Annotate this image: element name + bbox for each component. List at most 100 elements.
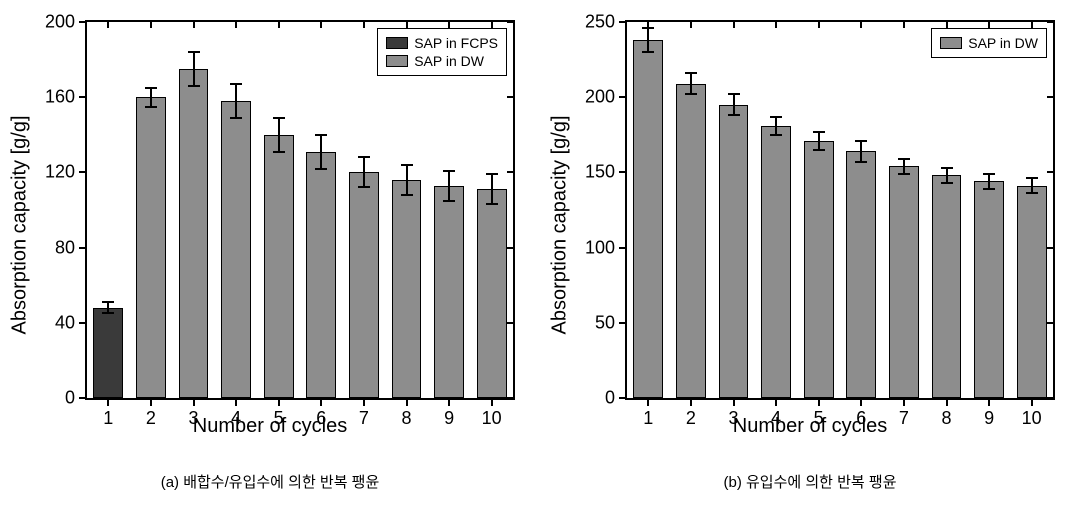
panel-b-y-tick — [619, 397, 627, 399]
panel-b-errorcap — [728, 114, 740, 116]
panel-a-y-tick — [507, 96, 515, 98]
panel-b-errorcap — [685, 93, 697, 95]
panel-a-errorcap — [273, 117, 285, 119]
panel-a-errorbar — [320, 135, 322, 169]
panel-b-y-label: Absorption capacity [g/g] — [549, 115, 572, 334]
panel-a-x-tick — [107, 398, 109, 406]
panel-a-y-tick — [507, 397, 515, 399]
panel-a-x-tick — [448, 20, 450, 28]
panel-a-x-tick — [193, 398, 195, 406]
panel-a-x-tick — [363, 398, 365, 406]
panel-a-bar — [136, 97, 166, 398]
panel-a-errorcap — [102, 301, 114, 303]
panel-b-legend: SAP in DW — [931, 28, 1047, 58]
panel-b-errorcap — [642, 51, 654, 53]
panel-b-bar — [846, 151, 876, 398]
panel-b-x-tick-label: 7 — [899, 408, 909, 429]
panel-a-errorbar — [448, 171, 450, 201]
panel-b-y-tick — [1047, 247, 1055, 249]
panel-b-bar — [676, 84, 706, 398]
panel-a-errorcap — [486, 173, 498, 175]
panel-b-errorcap — [983, 173, 995, 175]
panel-b-legend-label: SAP in DW — [968, 35, 1038, 51]
panel-b-x-tick — [860, 398, 862, 406]
panel-b-x-tick-label: 10 — [1022, 408, 1042, 429]
panel-b-errorcap — [855, 161, 867, 163]
panel-b-errorcap — [1026, 192, 1038, 194]
panel-b-errorbar — [860, 141, 862, 162]
panel-b-x-tick — [733, 20, 735, 28]
panel-a-legend-swatch — [386, 37, 408, 49]
panel-b-x-tick-label: 9 — [984, 408, 994, 429]
panel-b-x-tick-label: 8 — [941, 408, 951, 429]
panel-a-x-tick — [320, 20, 322, 28]
panel-a-x-tick — [107, 20, 109, 28]
panel-a-y-tick — [507, 247, 515, 249]
captions-row: (a) 배합수/유입수에 의한 반복 팽윤 (b) 유입수에 의한 반복 팽윤 — [0, 450, 1081, 512]
panel-b-x-tick — [647, 398, 649, 406]
panel-b-errorcap — [728, 93, 740, 95]
panel-a-y-tick — [507, 322, 515, 324]
panel-a-errorcap — [230, 117, 242, 119]
panel-a-x-tick — [448, 398, 450, 406]
panel-a-errorcap — [401, 164, 413, 166]
panel-a-bar — [306, 152, 336, 398]
panel-b-bar — [633, 40, 663, 398]
panel-b-y-tick-label: 200 — [585, 87, 615, 108]
panel-a-legend-label: SAP in FCPS — [414, 35, 498, 51]
panel-b-x-tick — [690, 398, 692, 406]
panel-b-errorcap — [941, 182, 953, 184]
panel-b-errorcap — [898, 158, 910, 160]
panel-b-x-tick — [988, 20, 990, 28]
panel-b-y-tick-label: 150 — [585, 162, 615, 183]
panel-a-y-tick — [79, 96, 87, 98]
panel-b-caption: (b) 유입수에 의한 반복 팽윤 — [540, 471, 1080, 492]
panel-b-y-tick — [619, 322, 627, 324]
panel-a-x-tick-label: 7 — [359, 408, 369, 429]
panel-a-errorcap — [443, 200, 455, 202]
panel-a-y-tick-label: 160 — [45, 87, 75, 108]
panel-b-x-label: Number of cycles — [733, 415, 888, 438]
panel-b-errorbar — [775, 117, 777, 135]
panel-a: Absorption capacity [g/g] SAP in FCPSSAP… — [0, 0, 540, 450]
panel-a-x-tick — [320, 398, 322, 406]
panel-a-bar — [179, 69, 209, 398]
panel-a-errorcap — [315, 134, 327, 136]
panel-a-x-tick-label: 2 — [146, 408, 156, 429]
panel-b-bar — [761, 126, 791, 398]
panel-a-bar — [221, 101, 251, 398]
panel-a-y-tick-label: 200 — [45, 12, 75, 33]
panel-a-errorcap — [315, 168, 327, 170]
panel-a-errorcap — [145, 87, 157, 89]
panel-b-legend-swatch — [940, 37, 962, 49]
panel-b: Absorption capacity [g/g] SAP in DW 0501… — [540, 0, 1080, 450]
panel-b-errorbar — [818, 132, 820, 150]
panel-a-bar — [392, 180, 422, 398]
panel-b-x-tick — [775, 398, 777, 406]
panel-a-errorbar — [406, 165, 408, 195]
panel-a-y-tick-label: 120 — [45, 162, 75, 183]
panel-b-x-tick — [775, 20, 777, 28]
panel-a-plot-area: SAP in FCPSSAP in DW 0408012016020012345… — [85, 20, 515, 400]
panel-b-x-tick — [818, 20, 820, 28]
panel-a-x-tick — [363, 20, 365, 28]
panel-b-errorbar — [1031, 178, 1033, 193]
panel-b-x-tick-label: 1 — [643, 408, 653, 429]
panel-a-y-tick — [79, 247, 87, 249]
panel-a-errorcap — [358, 186, 370, 188]
panel-a-x-tick — [491, 398, 493, 406]
panel-b-y-tick-label: 250 — [585, 12, 615, 33]
panel-b-errorbar — [647, 28, 649, 52]
panel-a-y-tick-label: 80 — [55, 237, 75, 258]
panel-b-y-tick — [619, 247, 627, 249]
panel-a-errorcap — [145, 106, 157, 108]
panel-b-errorbar — [946, 168, 948, 183]
panel-a-x-tick — [278, 20, 280, 28]
panel-a-x-tick — [278, 398, 280, 406]
panel-b-y-tick-label: 100 — [585, 237, 615, 258]
panel-a-y-tick-label: 0 — [65, 388, 75, 409]
panel-a-x-tick — [235, 20, 237, 28]
panel-a-bar — [434, 186, 464, 398]
panel-a-errorcap — [486, 203, 498, 205]
panel-b-x-tick — [1031, 398, 1033, 406]
